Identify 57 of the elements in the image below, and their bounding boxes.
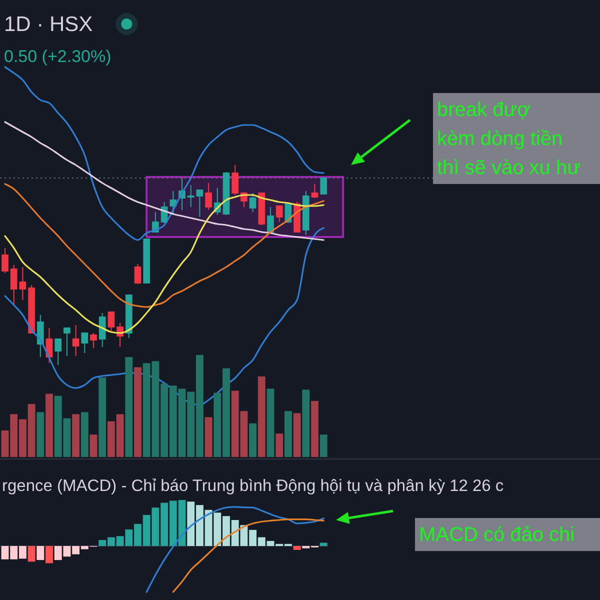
candlestick (232, 164, 239, 196)
candlestick (28, 284, 35, 334)
candlestick (170, 190, 177, 216)
candlestick (267, 206, 274, 232)
bar (36, 412, 44, 457)
candlestick (125, 294, 132, 338)
candlestick (64, 328, 70, 356)
candlestick (46, 328, 53, 364)
chart-title: rgence (MACD) - Chỉ báo Trung bình Động hội tụ và phân kỳ 12 26 c (2, 477, 504, 495)
candlestick (19, 266, 26, 300)
candlestick (90, 332, 97, 348)
bar (72, 414, 80, 457)
bar (311, 400, 318, 457)
bar (98, 377, 106, 457)
bar (90, 434, 98, 457)
candlestick (10, 264, 18, 306)
chart-title: 1D · HSX (4, 13, 93, 36)
candlestick (134, 264, 142, 284)
bar (320, 542, 328, 546)
bar (293, 413, 301, 457)
candlestick (311, 184, 318, 198)
bar (80, 412, 88, 457)
bar (46, 546, 53, 564)
candlestick (222, 172, 230, 216)
bar (258, 376, 266, 457)
text: MACD có đảo chi (419, 524, 575, 546)
candlestick (196, 190, 204, 218)
bar (284, 411, 292, 457)
bar (293, 546, 301, 550)
bar (28, 546, 36, 562)
candlestick (249, 192, 256, 212)
candlestick (81, 332, 88, 354)
bar (302, 390, 310, 457)
candlestick (205, 182, 212, 210)
bar (266, 388, 274, 457)
candlestick (302, 190, 310, 236)
candlestick (276, 206, 283, 222)
text: break đượ kèm dòng tiền thì sẽ vào xu hư (437, 99, 580, 179)
candlestick (143, 238, 150, 284)
bar (46, 394, 53, 457)
candlestick (72, 324, 80, 356)
chart-subtitle: 0.50 (+2.30%) (4, 47, 112, 66)
bar (36, 546, 44, 560)
bar (204, 417, 212, 457)
candlestick (2, 248, 8, 274)
candlestick (98, 312, 106, 348)
bar (276, 434, 284, 457)
bar (249, 423, 257, 457)
bar (134, 367, 142, 457)
bar (320, 434, 328, 457)
candlestick (108, 312, 115, 332)
candlestick (36, 314, 44, 358)
candlestick (258, 192, 266, 226)
candlestick (54, 338, 62, 366)
candlestick (187, 184, 194, 208)
bar (125, 357, 133, 457)
candlestick (320, 176, 328, 194)
